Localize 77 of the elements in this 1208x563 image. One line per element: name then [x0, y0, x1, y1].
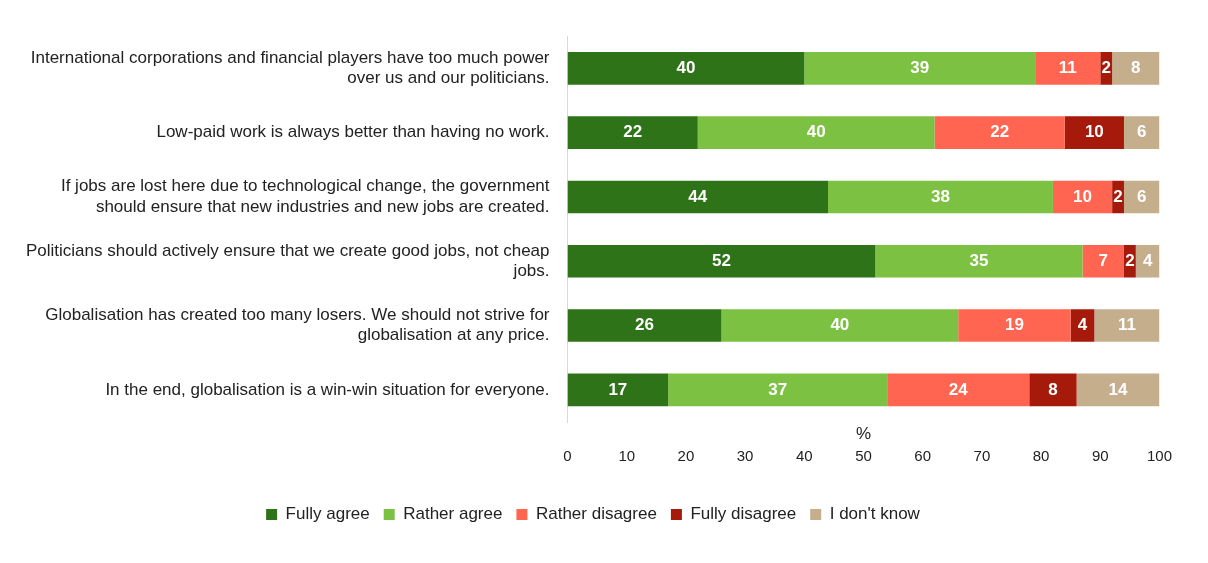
- bar: [887, 373, 1030, 407]
- x-tick-label: 80: [1032, 447, 1050, 465]
- bar: [1082, 244, 1124, 278]
- bar: [1029, 373, 1077, 407]
- x-tick-label: 20: [677, 447, 695, 465]
- y-tick-label: International corporations and financial players have too much power over us and our politicians.: [30, 47, 550, 88]
- legend-label: Fully disagree: [690, 504, 797, 524]
- bar: [875, 244, 1083, 278]
- data-label: 4: [1077, 315, 1088, 335]
- y-tick-label: Globalisation has created too many losers. We should not strive for globalisation at any price.: [45, 305, 550, 345]
- x-tick-label: 40: [795, 447, 813, 465]
- bar: [828, 180, 1053, 214]
- data-label: 40: [830, 315, 850, 335]
- data-label: 40: [676, 58, 696, 78]
- x-tick-label: 100: [1146, 447, 1172, 465]
- data-label: 40: [806, 122, 826, 142]
- legend-label: Rather disagree: [535, 504, 657, 524]
- data-label: 10: [1073, 186, 1092, 206]
- data-label: 2: [1101, 58, 1111, 78]
- legend-label: Rather agree: [403, 504, 503, 524]
- data-label: 22: [623, 122, 643, 142]
- bar: [567, 244, 876, 278]
- bar: [567, 309, 722, 342]
- bar: [1123, 116, 1160, 149]
- legend-label: I don't know: [829, 504, 921, 524]
- data-label: 6: [1136, 122, 1147, 142]
- data-label: 8: [1131, 58, 1141, 78]
- data-label: 2: [1113, 186, 1123, 206]
- bar: [934, 116, 1065, 149]
- data-label: 38: [931, 186, 950, 206]
- legend-label: Fully agree: [285, 504, 370, 524]
- data-label: 11: [1058, 58, 1077, 78]
- bar: [804, 52, 1036, 85]
- bar: [697, 116, 935, 149]
- data-label: 8: [1048, 379, 1058, 399]
- bar: [668, 373, 888, 407]
- y-tick-label: Low-paid work is always better than having no work.: [156, 122, 550, 142]
- x-tick-label: 90: [1091, 447, 1109, 465]
- data-label: 39: [910, 58, 930, 78]
- data-label: 26: [635, 315, 654, 335]
- x-tick-label: 50: [855, 447, 872, 465]
- x-tick-label: 0: [563, 447, 572, 465]
- bar: [1035, 52, 1101, 85]
- data-label: 19: [1005, 315, 1024, 335]
- x-tick-label: 10: [618, 447, 636, 465]
- data-label: 4: [1142, 250, 1153, 270]
- data-label: 52: [711, 250, 731, 270]
- bar: [1052, 180, 1113, 214]
- bar: [958, 309, 1071, 342]
- bar: [1112, 52, 1160, 85]
- y-tick-label: In the end, globalisation is a win-win situation for everyone.: [105, 379, 550, 399]
- x-tick-label: 30: [736, 447, 754, 465]
- bar: [567, 373, 669, 407]
- data-label: 2: [1125, 250, 1135, 270]
- data-label: 7: [1098, 250, 1108, 270]
- data-label: 14: [1108, 379, 1129, 399]
- x-tick-label: 70: [973, 447, 991, 465]
- bar: [1064, 116, 1124, 149]
- data-label: 17: [608, 379, 628, 399]
- y-tick-label: If jobs are lost here due to technological change, the government should ensure that new industries and new jobs are created.: [60, 176, 550, 216]
- data-label: 11: [1117, 315, 1136, 335]
- data-label: 37: [768, 379, 788, 399]
- bar: [567, 180, 828, 214]
- bar: [721, 309, 959, 342]
- bar: [1076, 373, 1160, 407]
- y-tick-label: Politicians should actively ensure that we create good jobs, not cheap jobs.: [25, 240, 550, 281]
- data-label: 10: [1084, 122, 1104, 142]
- bar: [567, 116, 698, 149]
- x-axis-title: %: [855, 424, 872, 444]
- x-tick-label: 60: [914, 447, 932, 465]
- data-label: 24: [948, 379, 969, 399]
- bar: [1094, 309, 1160, 342]
- data-label: 35: [969, 250, 989, 270]
- data-label: 22: [990, 122, 1010, 142]
- bar: [567, 52, 805, 85]
- data-label: 44: [688, 186, 708, 206]
- data-label: 6: [1136, 186, 1147, 206]
